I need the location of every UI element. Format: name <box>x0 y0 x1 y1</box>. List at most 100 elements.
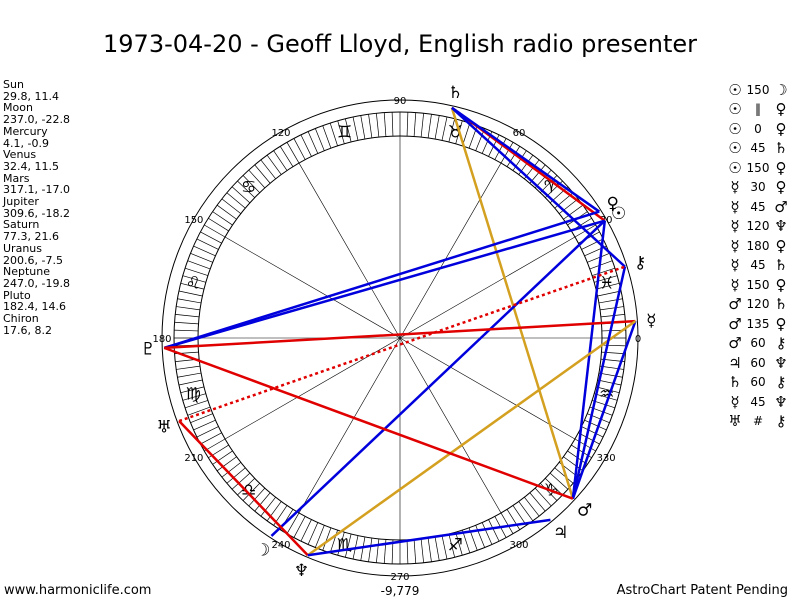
aspect-row: ☿ 120 ♆ <box>725 217 791 237</box>
aspect-planet2-glyph: ♀ <box>775 275 787 294</box>
band-tick <box>182 393 206 401</box>
planet-glyph-venus: ♀ <box>607 194 619 214</box>
degree-label: 120 <box>271 128 290 139</box>
band-tick <box>597 379 622 386</box>
band-tick <box>174 321 199 325</box>
band-tick <box>248 487 266 507</box>
aspect-planet1-glyph: ☉ <box>728 80 742 99</box>
band-tick <box>337 120 345 144</box>
band-tick <box>597 290 622 297</box>
planet-coords-pluto: 182.4, 14.6 <box>3 300 66 314</box>
aspect-row: ♄ 60 ⚷ <box>725 373 791 393</box>
band-tick <box>413 112 417 137</box>
aspect-line-saturn-venus <box>451 106 600 213</box>
planet-glyph-saturn: ♄ <box>448 83 463 103</box>
band-tick <box>391 112 394 137</box>
aspect-row: ♃ 60 ♆ <box>725 353 791 373</box>
aspect-planet1-glyph: ☉ <box>728 139 742 158</box>
aspect-planet1-glyph: ☉ <box>728 119 742 138</box>
aspect-angle: 45 <box>750 141 766 156</box>
aspect-planet1-glyph: ☿ <box>730 178 740 197</box>
outer-ring <box>161 99 639 577</box>
aspect-row: ☉ 150 ☽ <box>725 80 791 100</box>
band-tick <box>242 175 260 193</box>
aspect-planet2-glyph: ♄ <box>774 139 788 158</box>
band-tick <box>177 372 202 378</box>
degree-label: 300 <box>509 540 528 551</box>
zodiac-sign-glyph: ♏ <box>337 536 352 556</box>
planet-name-jupiter: Jupiter <box>3 195 39 209</box>
band-tick <box>475 525 485 548</box>
aspect-row: ☿ 45 ♆ <box>725 392 791 412</box>
band-tick <box>300 519 312 542</box>
aspect-planet1-glyph: ☉ <box>728 158 742 177</box>
planet-glyph-pluto: ♇ <box>141 340 156 360</box>
band-tick <box>178 290 203 297</box>
band-tick <box>554 467 574 484</box>
band-tick <box>193 419 216 431</box>
band-tick <box>581 238 604 250</box>
band-tick <box>534 169 552 189</box>
aspect-planet2-glyph: ♄ <box>774 295 788 314</box>
band-tick <box>420 538 424 563</box>
planet-coords-venus: 32.4, 11.5 <box>3 159 59 173</box>
aspect-angle: 150 <box>746 277 770 292</box>
aspect-angle: 60 <box>750 355 766 370</box>
aspect-planet1-glyph: ☿ <box>730 392 740 411</box>
planet-glyph-sun: ☉ <box>611 204 626 224</box>
aspect-row: ♂ 60 ⚷ <box>725 334 791 354</box>
band-tick <box>307 522 319 545</box>
planet-name-sun: Sun <box>3 78 24 91</box>
band-tick <box>208 217 229 232</box>
band-tick <box>260 496 276 517</box>
aspect-row: ☉ ‖ ♀ <box>725 100 791 120</box>
aspect-angle: 30 <box>750 180 766 195</box>
band-tick <box>221 462 242 478</box>
zodiac-sign-glyph: ♋ <box>241 178 256 198</box>
aspect-line-chiron-mars <box>571 266 627 499</box>
band-tick <box>581 426 604 438</box>
planet-coordinates-list: Sun 29.8, 11.4 Moon 237.0, -22.8 Mercury 4.1,… <box>3 79 70 336</box>
aspect-planet2-glyph: ♆ <box>774 392 788 411</box>
aspect-angle: 60 <box>750 336 766 351</box>
degree-label: 60 <box>513 128 526 139</box>
band-tick <box>193 245 216 257</box>
band-tick <box>226 192 246 209</box>
band-tick <box>216 204 237 220</box>
band-tick <box>420 113 424 138</box>
aspect-planet2-glyph: ⚷ <box>775 412 787 431</box>
planet-glyph-jupiter: ♃ <box>553 523 568 543</box>
planet-name-mars: Mars <box>3 171 30 185</box>
planet-coords-uranus: 200.6, -7.5 <box>3 253 63 267</box>
band-tick <box>601 344 626 347</box>
band-tick <box>266 501 282 522</box>
aspect-angle: 150 <box>746 82 770 97</box>
aspect-planet2-glyph: ⚷ <box>775 334 787 353</box>
band-tick <box>592 267 616 276</box>
planet-glyph-chiron: ⚷ <box>634 253 646 273</box>
planet-name-uranus: Uranus <box>3 241 42 255</box>
degree-label: 210 <box>184 453 203 464</box>
band-tick <box>545 478 563 496</box>
aspect-planet2-glyph: ♂ <box>774 197 788 216</box>
band-tick <box>360 115 366 140</box>
aspect-list: ☉ 150 ☽ ☉ ‖ ♀ ☉ 0 ♀ ☉ 45 ♄ ☉ 150 ♀ ☿ 30 ♀ ☿ 45 ♂ ☿ 120 ♆ ☿ 180 ♀ ☿ 4… <box>725 80 791 431</box>
planet-name-neptune: Neptune <box>3 265 51 279</box>
aspect-planet2-glyph: ♆ <box>774 217 788 236</box>
aspect-planet1-glyph: ♅ <box>728 412 742 431</box>
planet-name-pluto: Pluto <box>3 288 31 302</box>
band-tick <box>190 413 213 423</box>
band-tick <box>406 539 409 564</box>
band-tick <box>180 386 205 394</box>
aspect-planet1-glyph: ♂ <box>728 334 742 353</box>
aspect-row: ♂ 120 ♄ <box>725 295 791 315</box>
band-tick <box>584 419 607 431</box>
aspect-line-sun-moon <box>270 219 606 537</box>
band-tick <box>212 450 233 465</box>
degree-label: 270 <box>390 572 409 583</box>
aspect-row: ♂ 135 ♀ <box>725 314 791 334</box>
zodiac-sign-glyph: ♍ <box>186 384 201 404</box>
band-tick <box>196 238 219 250</box>
website-link[interactable]: www.harmoniclife.com <box>4 583 152 598</box>
band-tick <box>481 522 493 545</box>
